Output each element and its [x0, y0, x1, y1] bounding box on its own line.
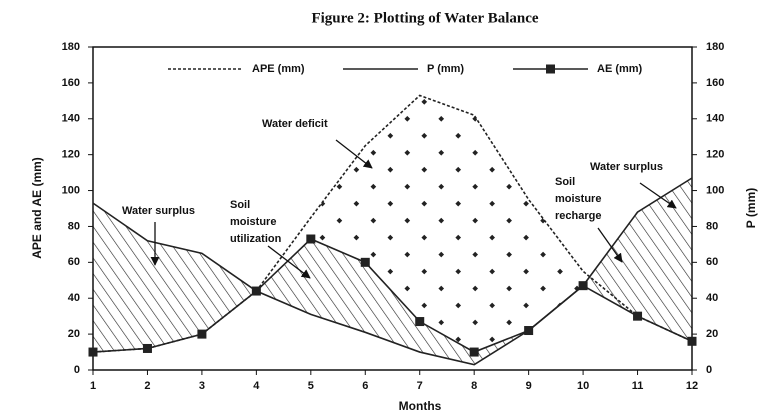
chart-title: Figure 2: Plotting of Water Balance — [311, 10, 538, 26]
x-tick-label: 6 — [362, 380, 368, 392]
x-tick-label: 1 — [90, 380, 96, 392]
y-tick-label: 100 — [62, 184, 80, 196]
x-tick-label: 4 — [253, 380, 260, 392]
y2-tick-label: 140 — [706, 113, 724, 125]
point-marker — [524, 326, 534, 336]
surplus-utilization-area — [93, 177, 692, 365]
annotation: Water deficit — [262, 118, 328, 130]
legend-label: AE (mm) — [597, 63, 643, 75]
point-marker — [251, 286, 261, 296]
y2-tick-label: 80 — [706, 220, 718, 232]
deficit-area — [93, 95, 692, 353]
point-marker — [469, 347, 479, 357]
x-tick-label: 2 — [144, 380, 150, 392]
y2-tick-label: 180 — [706, 41, 724, 53]
legend-label: P (mm) — [427, 63, 464, 75]
annotation: recharge — [555, 210, 601, 222]
y2-tick-label: 0 — [706, 364, 712, 376]
y-tick-label: 0 — [74, 364, 80, 376]
y2-tick-label: 160 — [706, 77, 724, 89]
annotation: Water surplus — [590, 161, 663, 173]
y2-axis-label: P (mm) — [744, 188, 758, 228]
x-tick-label: 11 — [632, 380, 644, 392]
x-tick-label: 10 — [577, 380, 589, 392]
annotation: Water surplus — [122, 205, 195, 217]
point-marker — [142, 343, 152, 353]
y-tick-label: 180 — [62, 41, 80, 53]
y2-tick-label: 40 — [706, 292, 718, 304]
x-tick-label: 5 — [308, 380, 314, 392]
y-tick-label: 80 — [68, 220, 80, 232]
y-tick-label: 160 — [62, 77, 80, 89]
y-tick-label: 40 — [68, 292, 80, 304]
y2-tick-label: 100 — [706, 184, 724, 196]
annotation-arrow — [639, 182, 677, 209]
y-tick-label: 20 — [68, 328, 80, 340]
annotation-arrow — [597, 227, 623, 263]
annotation-arrow — [335, 139, 373, 169]
x-tick-label: 12 — [686, 380, 698, 392]
annotation: Soil — [230, 199, 250, 211]
y2-tick-label: 60 — [706, 256, 718, 268]
legend-marker — [546, 64, 555, 74]
plot-frame — [92, 46, 693, 371]
annotation: moisture — [230, 216, 276, 228]
annotation: utilization — [230, 233, 282, 245]
x-tick-label: 7 — [417, 380, 423, 392]
y-tick-label: 120 — [62, 149, 80, 161]
series-line — [92, 238, 693, 353]
y-tick-label: 140 — [62, 113, 80, 125]
point-marker — [578, 281, 588, 291]
point-marker — [360, 257, 370, 267]
x-tick-label: 8 — [471, 380, 477, 392]
y-axis-label: APE and AE (mm) — [30, 157, 44, 259]
series-line — [92, 177, 693, 366]
point-marker — [687, 336, 697, 346]
y2-tick-label: 20 — [706, 328, 718, 340]
annotation-arrow — [267, 245, 311, 279]
point-marker — [633, 311, 643, 321]
y2-tick-label: 120 — [706, 149, 724, 161]
annotation: Soil — [555, 176, 575, 188]
point-marker — [88, 347, 98, 357]
point-marker — [306, 234, 316, 244]
x-axis-label: Months — [399, 399, 442, 413]
annotation: moisture — [555, 193, 601, 205]
x-tick-label: 3 — [199, 380, 205, 392]
x-tick-label: 9 — [526, 380, 532, 392]
point-marker — [197, 329, 207, 339]
y-tick-label: 60 — [68, 256, 80, 268]
point-marker — [415, 317, 425, 327]
legend-label: APE (mm) — [252, 63, 305, 75]
